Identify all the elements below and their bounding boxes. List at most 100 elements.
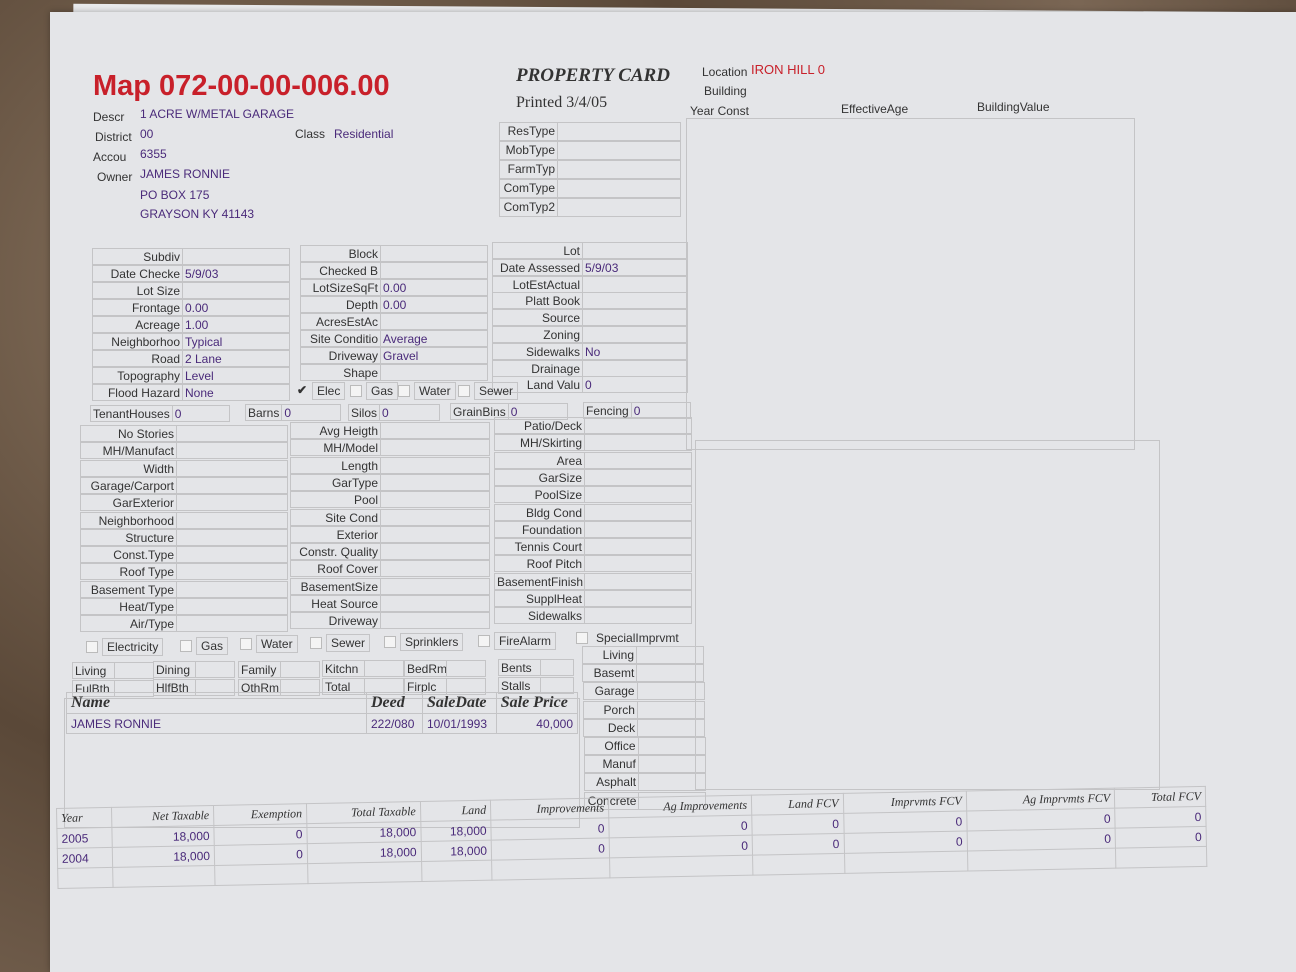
field-row: Sidewalks (494, 607, 692, 625)
field-row: PoolSize (494, 486, 692, 504)
field-value[interactable] (380, 560, 490, 578)
field-value[interactable] (380, 525, 490, 543)
field-value[interactable] (380, 245, 488, 262)
field-value[interactable] (380, 364, 488, 381)
field-label: Site Cond (290, 508, 380, 526)
field-value[interactable]: 5/9/03 (582, 258, 688, 276)
feature-checkbox: Water (240, 635, 308, 654)
field-value[interactable]: None (182, 384, 290, 401)
checkbox[interactable] (180, 639, 192, 652)
field-value[interactable] (176, 476, 288, 494)
area-label: Asphalt (584, 773, 639, 792)
field-value[interactable] (380, 439, 490, 457)
field-row: Subdiv (92, 248, 290, 265)
outbuilding-value: 0 (379, 403, 440, 421)
field-value[interactable] (380, 473, 490, 491)
feature-checkbox: Sprinklers (384, 632, 473, 651)
tax-header: Improvements (490, 797, 609, 821)
field-value[interactable] (582, 359, 688, 377)
field-value[interactable] (176, 580, 288, 598)
checkbox[interactable] (240, 638, 252, 651)
checkbox[interactable] (350, 385, 362, 397)
checkbox[interactable] (458, 385, 470, 397)
field-value[interactable] (582, 242, 688, 259)
field-row: MH/Skirting (494, 434, 692, 452)
field-value[interactable] (182, 282, 290, 299)
field-value[interactable] (176, 511, 288, 529)
room-value[interactable] (540, 659, 574, 676)
field-label: Constr. Quality (290, 543, 380, 561)
field-value[interactable]: 0.00 (380, 279, 488, 296)
field-value[interactable] (584, 417, 692, 434)
field-value[interactable]: 1.00 (182, 316, 290, 333)
field-value[interactable] (380, 543, 490, 561)
field-value[interactable] (380, 262, 488, 279)
field-value[interactable] (582, 275, 688, 293)
field-value[interactable] (380, 491, 490, 509)
field-value[interactable] (182, 248, 290, 265)
checkbox[interactable] (310, 637, 322, 650)
field-value[interactable] (380, 508, 490, 526)
sale-deed: 222/080 (366, 713, 423, 734)
field-value[interactable] (380, 456, 490, 474)
field-value[interactable]: Typical (182, 333, 290, 350)
field-value[interactable] (176, 563, 288, 581)
checkbox[interactable] (478, 634, 490, 647)
field-value[interactable] (380, 313, 488, 330)
checkbox[interactable]: ✔ (296, 383, 308, 397)
room-label: Living (72, 662, 114, 679)
field-value[interactable] (380, 422, 490, 439)
field-value[interactable] (176, 598, 288, 615)
field-value[interactable] (380, 577, 490, 595)
field-value[interactable] (584, 520, 692, 538)
checkbox[interactable] (576, 632, 588, 645)
field-value[interactable] (176, 442, 288, 460)
tax-cell (752, 853, 845, 876)
field-value[interactable]: Level (182, 367, 290, 384)
field-value[interactable] (380, 595, 490, 612)
field-value[interactable] (584, 607, 692, 625)
field-value[interactable] (176, 425, 288, 442)
field-value[interactable] (584, 590, 692, 607)
field-value[interactable]: No (582, 342, 688, 360)
field-value[interactable] (584, 451, 692, 469)
field-row: Checked B (300, 262, 488, 279)
field-value[interactable] (176, 546, 288, 564)
field-label: Drainage (492, 359, 582, 377)
checkbox[interactable] (398, 385, 410, 397)
field-value[interactable] (584, 434, 692, 452)
field-value[interactable] (176, 615, 288, 633)
field-value[interactable]: 5/9/03 (182, 265, 290, 282)
checkbox[interactable] (86, 641, 98, 653)
field-value[interactable]: 0.00 (380, 296, 488, 313)
field-value[interactable]: Gravel (380, 347, 488, 364)
field-value[interactable] (176, 528, 288, 546)
field-value[interactable] (584, 555, 692, 573)
field-value[interactable] (582, 292, 688, 310)
checkbox[interactable] (384, 635, 396, 648)
field-value[interactable]: 0 (582, 376, 688, 394)
type-label: ComTyp2 (499, 198, 557, 217)
field-value[interactable] (176, 494, 288, 512)
field-label: Air/Type (80, 615, 176, 633)
field-value[interactable] (380, 612, 490, 630)
field-value[interactable] (584, 503, 692, 521)
field-value[interactable]: Average (380, 330, 488, 347)
field-row: MH/Manufact (80, 442, 288, 460)
field-value[interactable] (584, 572, 692, 590)
room-value[interactable] (114, 662, 154, 679)
field-value[interactable] (582, 309, 688, 327)
room-row: Living (72, 662, 154, 679)
field-value[interactable]: 2 Lane (182, 350, 290, 367)
field-value[interactable] (582, 326, 688, 343)
room-value[interactable] (280, 660, 320, 678)
room-value[interactable] (364, 660, 404, 678)
field-value[interactable] (584, 486, 692, 504)
field-value[interactable] (584, 468, 692, 486)
room-value[interactable] (446, 659, 486, 677)
field-value[interactable] (584, 538, 692, 556)
field-value[interactable] (176, 459, 288, 477)
room-value[interactable] (195, 661, 235, 679)
field-value[interactable]: 0.00 (182, 299, 290, 316)
sale-date: 10/01/1993 (421, 713, 497, 734)
